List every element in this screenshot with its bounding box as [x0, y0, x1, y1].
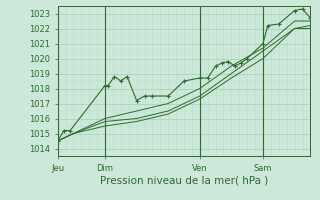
X-axis label: Pression niveau de la mer( hPa ): Pression niveau de la mer( hPa ): [100, 175, 268, 185]
